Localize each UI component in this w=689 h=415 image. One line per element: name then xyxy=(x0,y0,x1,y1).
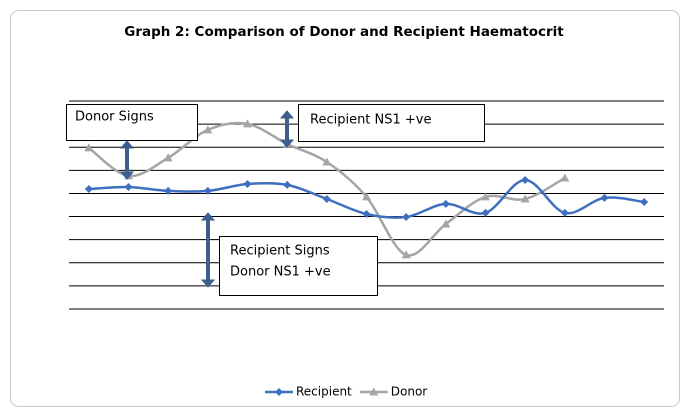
legend-label: Donor xyxy=(391,385,428,399)
point xyxy=(560,208,569,217)
arrow-head xyxy=(279,139,295,148)
point xyxy=(322,194,331,203)
point xyxy=(203,186,212,195)
point xyxy=(163,153,173,162)
point xyxy=(362,210,371,219)
point xyxy=(402,213,411,222)
point xyxy=(84,185,93,194)
arrow-head xyxy=(200,279,216,288)
point xyxy=(322,157,332,166)
point xyxy=(369,387,379,396)
point xyxy=(124,182,133,191)
arrow-head xyxy=(119,140,135,149)
point xyxy=(441,199,450,208)
point xyxy=(243,179,252,188)
point xyxy=(164,186,173,195)
annotation: Recipient Signs xyxy=(230,244,330,259)
point xyxy=(275,388,283,396)
point xyxy=(640,197,649,206)
chart-frame xyxy=(10,10,680,407)
point xyxy=(84,143,94,152)
point xyxy=(560,173,570,182)
annotation: Donor NS1 +ve xyxy=(230,265,331,280)
arrows xyxy=(119,110,295,288)
annotation-layer: Donor Signs Recipient NS1 +ve Recipient … xyxy=(66,104,485,296)
point xyxy=(481,208,490,217)
arrow-head xyxy=(279,110,295,119)
legend-label: Recipient xyxy=(296,385,352,399)
point xyxy=(283,180,292,189)
series xyxy=(84,176,649,222)
annotation-box xyxy=(66,104,198,141)
point xyxy=(600,193,609,202)
arrow-head xyxy=(200,212,216,221)
point xyxy=(203,125,213,134)
point xyxy=(441,219,451,228)
annotation-box xyxy=(298,104,485,142)
point xyxy=(520,194,530,203)
annotation: Recipient NS1 +ve xyxy=(310,113,432,128)
point xyxy=(481,192,490,201)
annotation-box xyxy=(219,236,378,296)
point xyxy=(401,250,411,259)
arrow-head xyxy=(119,171,135,180)
chart-title: Graph 2: Comparison of Donor and Recipie… xyxy=(124,24,564,40)
point xyxy=(521,176,530,185)
point xyxy=(243,119,252,128)
point xyxy=(362,192,371,201)
annotation: Donor Signs xyxy=(75,110,154,125)
